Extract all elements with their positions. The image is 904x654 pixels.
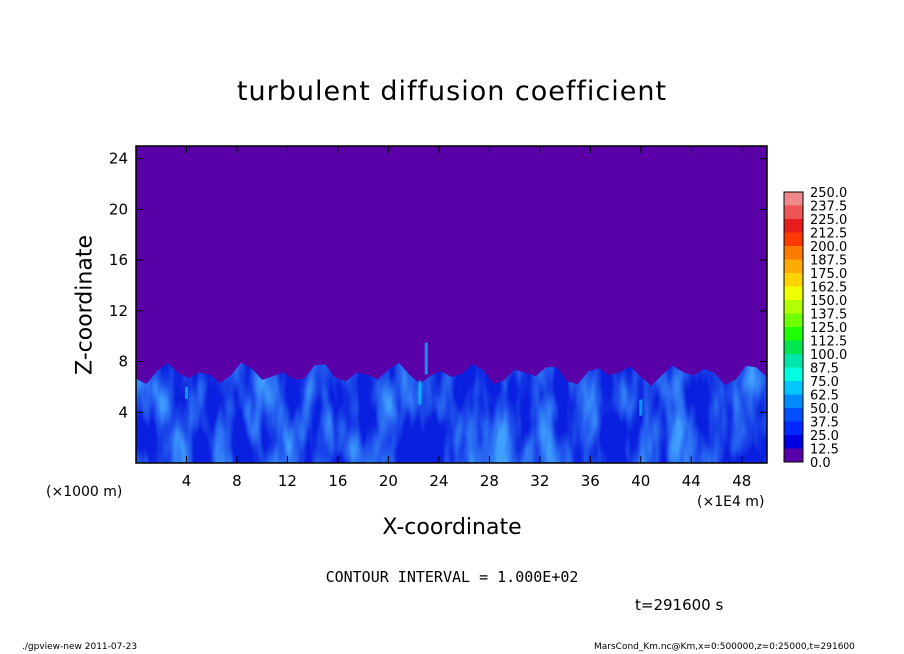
colorbar-level-label: 200.0	[810, 240, 847, 255]
x-tick-label: 48	[732, 472, 751, 490]
time-label: t=291600 s	[635, 596, 724, 614]
x-tick-label: 28	[480, 472, 499, 490]
colorbar-swatch	[784, 408, 803, 422]
x-tick-label: 20	[379, 472, 398, 490]
colorbar-level-label: 237.5	[810, 200, 847, 215]
plume-streak	[418, 380, 422, 405]
colorbar-level-label: 150.0	[810, 294, 847, 309]
x-tick-label: 44	[682, 472, 701, 490]
x-axis-unit-label: (×1E4 m)	[697, 494, 765, 510]
footer-program-date: ./gpview-new 2011-07-23	[22, 642, 138, 652]
colorbar-swatch	[784, 340, 803, 355]
colorbar-level-label: 137.5	[810, 308, 847, 323]
x-tick-label: 12	[278, 472, 297, 490]
colorbar-level-label: 225.0	[810, 213, 847, 228]
y-tick-label: 12	[109, 302, 128, 320]
x-tick-label: 16	[328, 472, 347, 490]
colorbar-swatch	[784, 381, 803, 395]
colorbar-level-label: 187.5	[810, 254, 847, 269]
x-tick-label: 24	[429, 472, 448, 490]
colorbar-swatch	[784, 300, 803, 314]
x-tick-label: 32	[530, 472, 549, 490]
colorbar-swatch	[784, 246, 803, 260]
x-axis-label: X-coordinate	[382, 515, 522, 540]
y-tick-label: 4	[118, 403, 128, 421]
colorbar-swatch	[784, 219, 803, 233]
colorbar-level-label: 87.5	[810, 362, 839, 377]
plume-streak	[424, 342, 428, 375]
y-axis: 4 8 12 16 20 24	[109, 150, 767, 421]
footer-data-source: MarsCond_Km.nc@Km,x=0:500000,z=0:25000,t…	[594, 642, 855, 652]
x-axis: 4 8 12 16 20 24 28 32 36 40 44 48	[182, 146, 751, 490]
colorbar-level-label: 37.5	[810, 416, 839, 431]
x-tick-label: 40	[631, 472, 650, 490]
colorbar-swatch	[784, 313, 803, 328]
colorbar-swatch	[784, 367, 803, 382]
chart-title: turbulent diffusion coefficient	[236, 76, 668, 107]
colorbar-swatch	[784, 435, 803, 449]
x-tick-label: 4	[182, 472, 192, 490]
x-tick-label: 36	[581, 472, 600, 490]
colorbar-level-label: 112.5	[810, 335, 847, 350]
colorbar-swatch	[784, 232, 803, 247]
y-axis-label: Z-coordinate	[72, 235, 98, 375]
colorbar-swatch	[784, 354, 803, 368]
plume-streak	[639, 399, 643, 416]
colorbar-level-label: 62.5	[810, 389, 839, 404]
plot-frame	[135, 145, 768, 464]
colorbar-legend: 250.0237.5225.0212.5200.0187.5175.0162.5…	[783, 186, 847, 471]
colorbar-level-label: 25.0	[810, 429, 839, 444]
colorbar-level-label: 100.0	[810, 348, 847, 363]
colorbar-swatch	[784, 205, 803, 220]
colorbar-swatch	[784, 259, 803, 274]
colorbar-swatch	[784, 421, 803, 436]
y-tick-label: 24	[109, 150, 128, 168]
colorbar-frame	[783, 191, 804, 463]
turbulent-layer-texture	[136, 362, 767, 463]
colorbar-level-label: 75.0	[810, 375, 839, 390]
colorbar-swatch	[784, 448, 803, 463]
colorbar-swatch	[784, 192, 803, 206]
y-tick-label: 20	[109, 200, 128, 218]
x-tick-label: 8	[232, 472, 242, 490]
colorbar-swatch	[784, 394, 803, 409]
colorbar-level-label: 212.5	[810, 227, 847, 242]
x-scale-unit-label: (×1000 m)	[46, 484, 123, 500]
colorbar-swatch	[784, 273, 803, 287]
y-tick-label: 8	[118, 353, 128, 371]
contour-interval-label: CONTOUR INTERVAL = 1.000E+02	[325, 568, 579, 586]
colorbar-swatch	[784, 286, 803, 301]
colorbar-level-label: 50.0	[810, 402, 839, 417]
colorbar-level-label: 0.0	[810, 456, 831, 471]
plot-area	[135, 145, 768, 464]
plume-streak	[184, 386, 188, 399]
colorbar-level-label: 175.0	[810, 267, 847, 282]
colorbar-swatch	[784, 327, 803, 341]
colorbar-level-label: 250.0	[810, 186, 847, 201]
colorbar-level-label: 162.5	[810, 281, 847, 296]
colorbar-level-label: 125.0	[810, 321, 847, 336]
y-tick-label: 16	[109, 251, 128, 269]
colorbar-level-label: 12.5	[810, 443, 839, 458]
